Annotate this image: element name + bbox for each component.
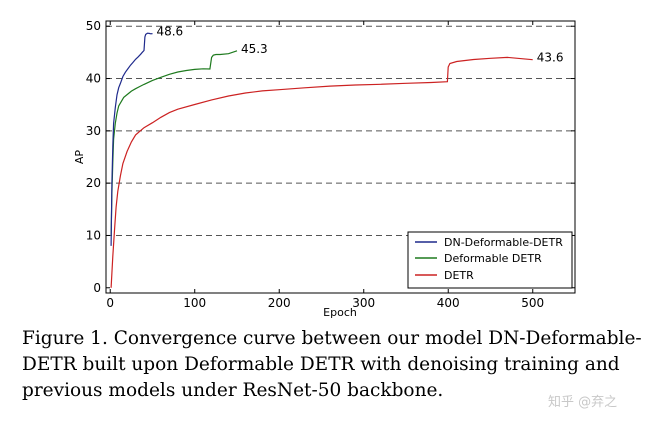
watermark: 知乎 @弃之 <box>548 395 618 410</box>
y-tick-label: 10 <box>86 228 101 242</box>
y-tick-label: 30 <box>86 124 101 138</box>
y-axis-label: AP <box>73 150 86 165</box>
end-labels: 43.6 45.3 48.6 <box>156 25 563 65</box>
legend-label-dn-deformable-detr: DN-Deformable-DETR <box>444 236 563 249</box>
y-tick-label: 40 <box>86 72 101 86</box>
end-label-deformable-detr: 45.3 <box>241 42 268 56</box>
legend-label-deformable-detr: Deformable DETR <box>444 252 542 265</box>
legend-label-detr: DETR <box>444 269 474 282</box>
series-line-deformable-detr <box>110 50 238 236</box>
figure-caption: Figure 1. Convergence curve between our … <box>22 328 642 401</box>
x-tick-label: 500 <box>521 296 544 310</box>
x-axis-label: Epoch <box>323 306 357 319</box>
y-tick-label: 50 <box>86 19 101 33</box>
x-tick-label: 100 <box>183 296 206 310</box>
x-tick-label: 400 <box>437 296 460 310</box>
y-tick-label: 20 <box>86 176 101 190</box>
end-label-detr: 43.6 <box>537 51 564 65</box>
x-tick-label: 200 <box>268 296 291 310</box>
end-label-dn-deformable-detr: 48.6 <box>156 25 183 39</box>
y-tick-label: 0 <box>93 281 101 295</box>
plot-frame <box>105 20 576 294</box>
series-layer <box>110 32 533 288</box>
legend: DN-Deformable-DETR Deformable DETR DETR <box>407 231 573 289</box>
x-tick-label: 300 <box>352 296 375 310</box>
series-line-detr <box>110 56 533 288</box>
x-tick-label: 0 <box>106 296 114 310</box>
series-line-dn-deformable-detr <box>110 32 153 246</box>
